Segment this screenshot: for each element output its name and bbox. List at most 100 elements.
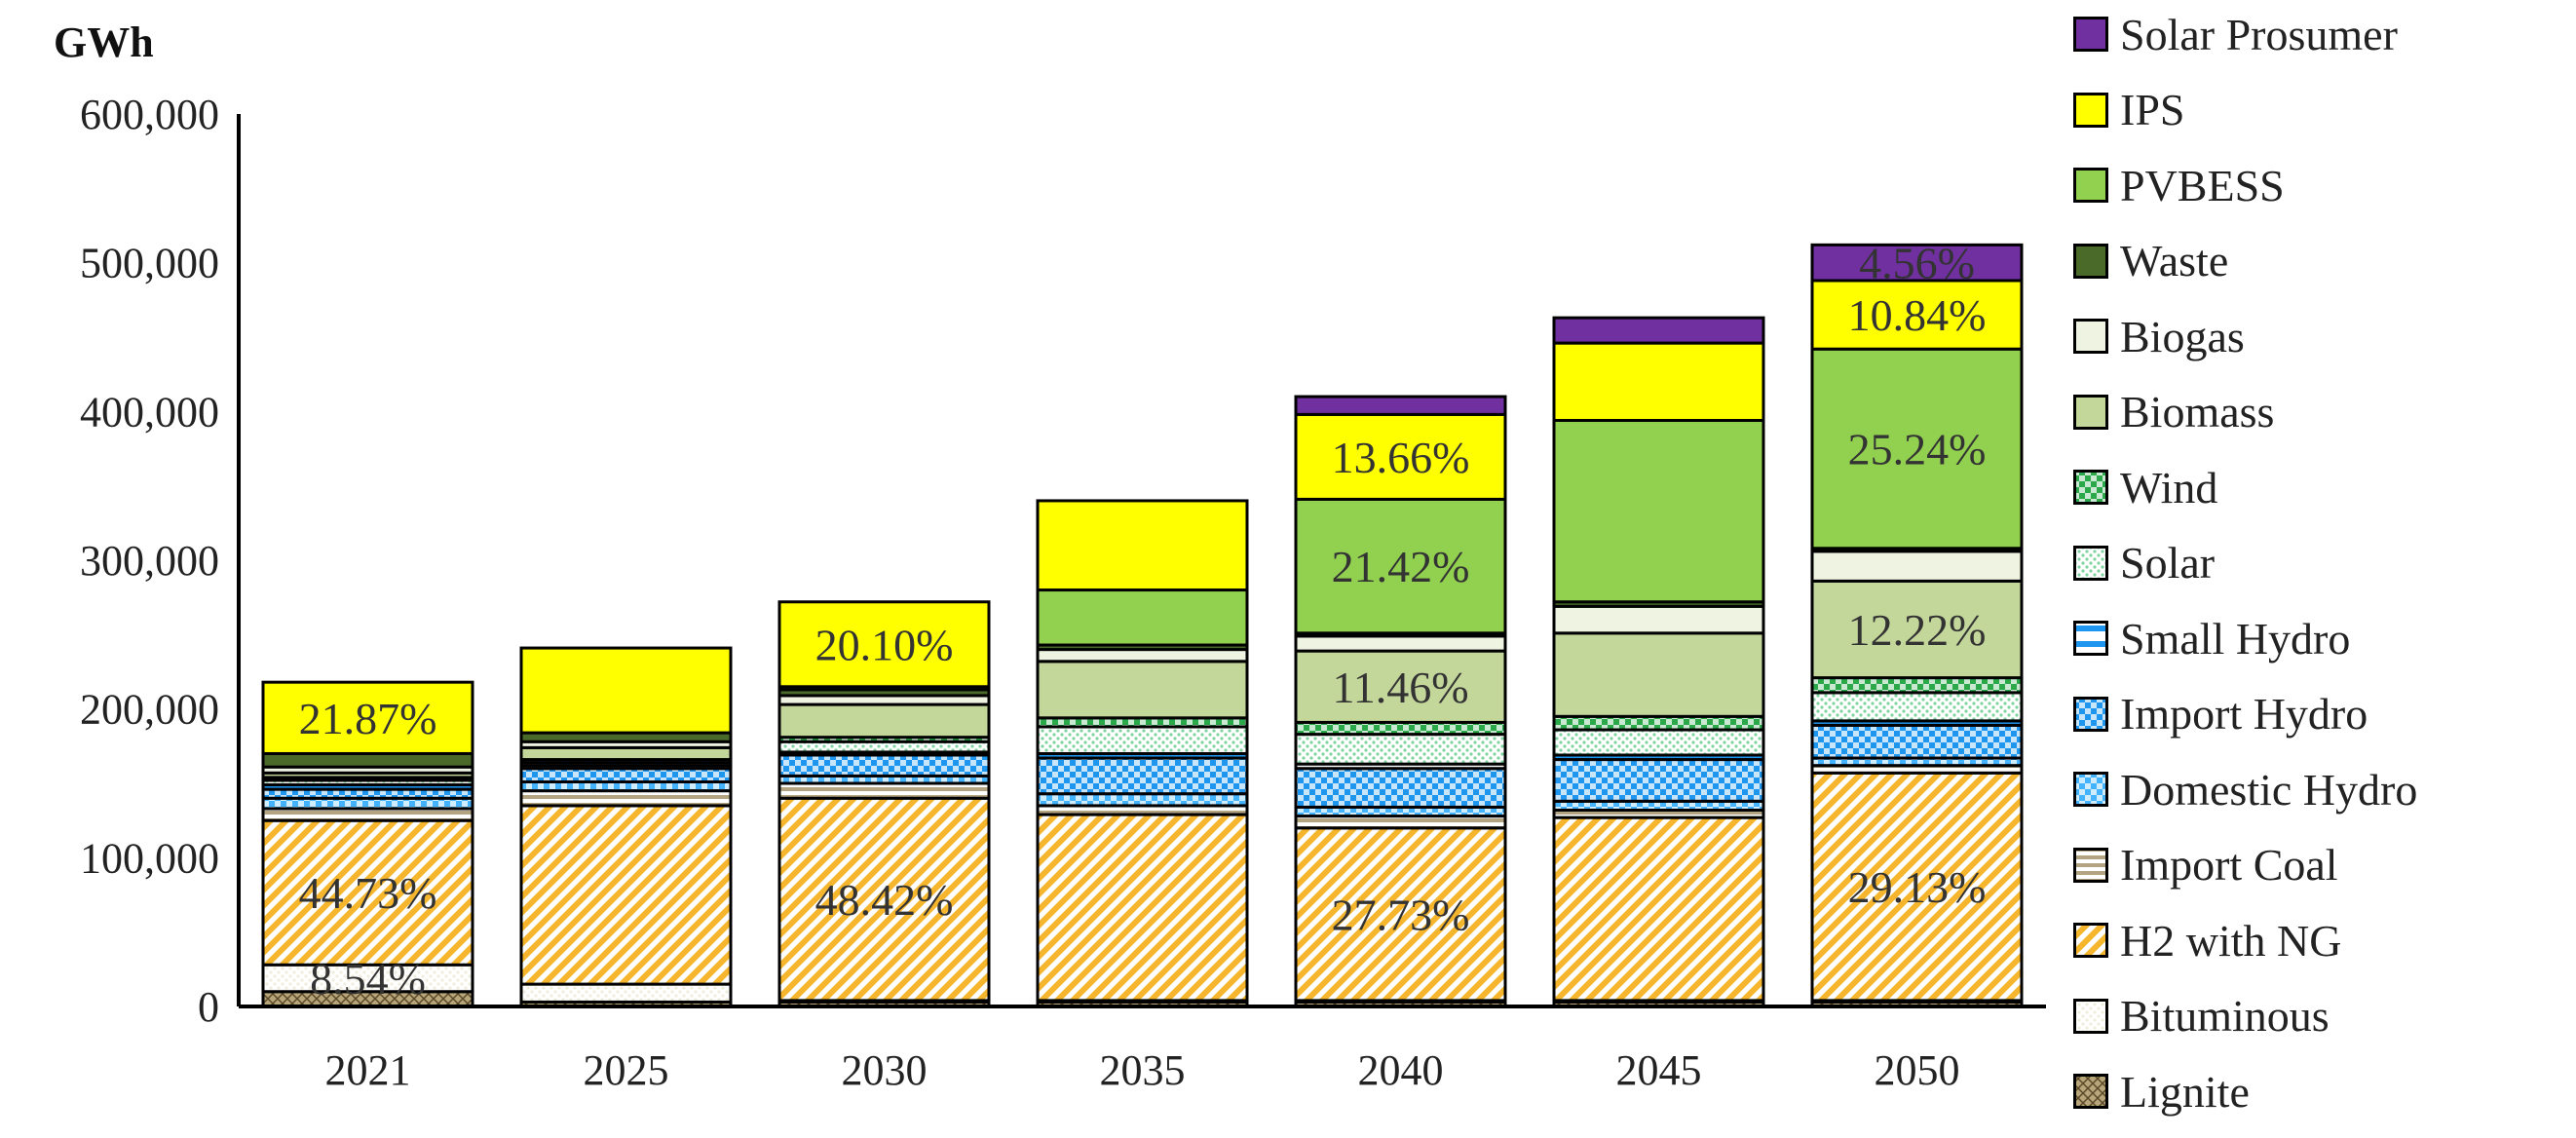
- data-label: 48.42%: [815, 875, 954, 925]
- bar-segment-h2-with-ng-2025: [519, 804, 733, 986]
- legend-item-lignite: Lignite: [2073, 1059, 2250, 1123]
- legend-swatch: [2073, 923, 2108, 958]
- bar-segment-solar-2050: [1810, 691, 2024, 723]
- bar-segment-ips-2025: [519, 646, 733, 735]
- bar-segment-bituminous-2025: [519, 982, 733, 1004]
- y-tick-label: 300,000: [80, 537, 219, 585]
- x-tick-label: 2025: [584, 1046, 669, 1094]
- data-label: 29.13%: [1848, 862, 1987, 912]
- legend-swatch: [2073, 545, 2108, 581]
- legend-swatch: [2073, 470, 2108, 505]
- bar-segment-biomass-2045: [1552, 631, 1765, 718]
- y-axis-unit-label: GWh: [54, 19, 154, 66]
- bar-segment-import-hydro-2045: [1552, 758, 1765, 803]
- bar-segment-solar-2045: [1552, 728, 1765, 757]
- legend-swatch: [2073, 394, 2108, 430]
- legend-item-biogas: Biogas: [2073, 304, 2245, 368]
- data-label: 21.42%: [1332, 542, 1470, 591]
- bar-segment-biomass-2040: [1294, 649, 1507, 724]
- bar-segment-pvbess-2040: [1294, 497, 1507, 635]
- bar-segment-h2-with-ng-2021: [261, 818, 474, 967]
- bar-segment-import-coal-2021: [261, 807, 474, 822]
- legend-label: Bituminous: [2120, 991, 2330, 1041]
- legend-item-solar: Solar: [2073, 531, 2215, 595]
- legend-item-h2-with-ng: H2 with NG: [2073, 908, 2341, 972]
- data-label: 11.46%: [1332, 663, 1468, 712]
- bar-segment-import-hydro-2040: [1294, 767, 1507, 809]
- bar-segment-h2-with-ng-2050: [1810, 771, 2024, 1003]
- legend-item-small-hydro: Small Hydro: [2073, 606, 2350, 670]
- legend-label: Solar Prosumer: [2120, 9, 2398, 59]
- bar-segment-biomass-2025: [519, 745, 733, 762]
- data-label: 10.84%: [1848, 290, 1987, 340]
- bar-segment-solar-2040: [1294, 733, 1507, 766]
- legend-label: PVBESS: [2120, 160, 2285, 210]
- bar-segment-ips-2021: [261, 680, 474, 755]
- bar-segment-import-hydro-2035: [1036, 756, 1249, 796]
- bar-segment-pvbess-2035: [1036, 588, 1249, 647]
- x-tick-label: 2035: [1100, 1046, 1186, 1094]
- legend-item-import-coal: Import Coal: [2073, 833, 2338, 897]
- y-tick-label: 500,000: [80, 240, 219, 287]
- bar-segment-ips-2045: [1552, 341, 1765, 422]
- legend-label: Import Hydro: [2120, 689, 2368, 739]
- bar-segment-waste-2021: [261, 751, 474, 769]
- y-tick-label: 200,000: [80, 686, 219, 734]
- bar-segment-solar-prosumer-2040: [1294, 395, 1507, 416]
- bar-segment-solar-2035: [1036, 725, 1249, 755]
- data-label: 20.10%: [815, 620, 954, 669]
- bar-segment-solar-2030: [777, 740, 991, 754]
- x-tick-label: 2021: [325, 1046, 411, 1094]
- legend-item-bituminous: Bituminous: [2073, 984, 2330, 1048]
- legend-swatch: [2073, 621, 2108, 656]
- legend-item-waste: Waste: [2073, 229, 2228, 293]
- bar-segment-wind-2050: [1810, 676, 2024, 695]
- data-label: 27.73%: [1332, 890, 1470, 939]
- bar-segment-h2-with-ng-2035: [1036, 813, 1249, 1003]
- bar-segment-import-hydro-2050: [1810, 723, 2024, 760]
- bar-segment-ips-2040: [1294, 412, 1507, 501]
- legend-label: H2 with NG: [2120, 915, 2342, 966]
- bar-segment-h2-with-ng-2030: [777, 796, 991, 1003]
- legend-label: Domestic Hydro: [2120, 764, 2418, 815]
- y-tick-label: 100,000: [80, 834, 219, 882]
- data-label: 25.24%: [1848, 425, 1987, 474]
- legend-swatch: [2073, 772, 2108, 807]
- bar-segment-biogas-2035: [1036, 648, 1249, 664]
- bar-segment-domestic-hydro-2035: [1036, 792, 1249, 808]
- bar-segment-ips-2030: [777, 600, 991, 689]
- bar-segment-biogas-2040: [1294, 634, 1507, 653]
- bar-segment-pvbess-2045: [1552, 418, 1765, 604]
- bars-group: [261, 243, 2024, 1008]
- bar-segment-import-coal-2030: [777, 781, 991, 800]
- data-label: 4.56%: [1859, 239, 1975, 288]
- bar-segment-import-coal-2025: [519, 789, 733, 808]
- legend-swatch: [2073, 17, 2108, 52]
- bar-segment-wind-2040: [1294, 720, 1507, 737]
- bar-segment-ips-2035: [1036, 499, 1249, 592]
- legend-item-import-hydro: Import Hydro: [2073, 682, 2368, 746]
- legend-label: Solar: [2120, 538, 2216, 588]
- x-tick-label: 2045: [1616, 1046, 1702, 1094]
- bar-segment-solar-prosumer-2050: [1810, 243, 2024, 283]
- y-axis-ticks: 0 100,000 200,000 300,000 400,000 500,000 600,…: [80, 91, 219, 1031]
- legend-label: Wind: [2120, 462, 2218, 512]
- x-tick-label: 2050: [1875, 1046, 1960, 1094]
- x-axis-ticks: 2021 2025 2030 2035 2040 2045 2050: [325, 1046, 1960, 1094]
- y-tick-label: 400,000: [80, 388, 219, 436]
- data-label: 8.54%: [310, 954, 426, 1004]
- bar-segment-import-coal-2040: [1294, 815, 1507, 830]
- legend-item-solar-prosumer: Solar Prosumer: [2073, 2, 2398, 66]
- bar-segment-import-hydro-2030: [777, 753, 991, 778]
- bar-segment-biomass-2030: [777, 702, 991, 740]
- legend-item-pvbess: PVBESS: [2073, 153, 2285, 217]
- data-labels-group: 8.54% 44.73% 21.87% 48.42% 20.10% 27.73% 11.46…: [299, 239, 1987, 1004]
- legend-swatch: [2073, 1074, 2108, 1109]
- y-tick-label: 600,000: [80, 91, 219, 138]
- legend-label: Waste: [2120, 236, 2229, 285]
- axes-group: [237, 114, 2046, 1008]
- legend-label: Import Coal: [2120, 840, 2338, 890]
- legend-swatch: [2073, 696, 2108, 732]
- bar-segment-domestic-hydro-2021: [261, 796, 474, 811]
